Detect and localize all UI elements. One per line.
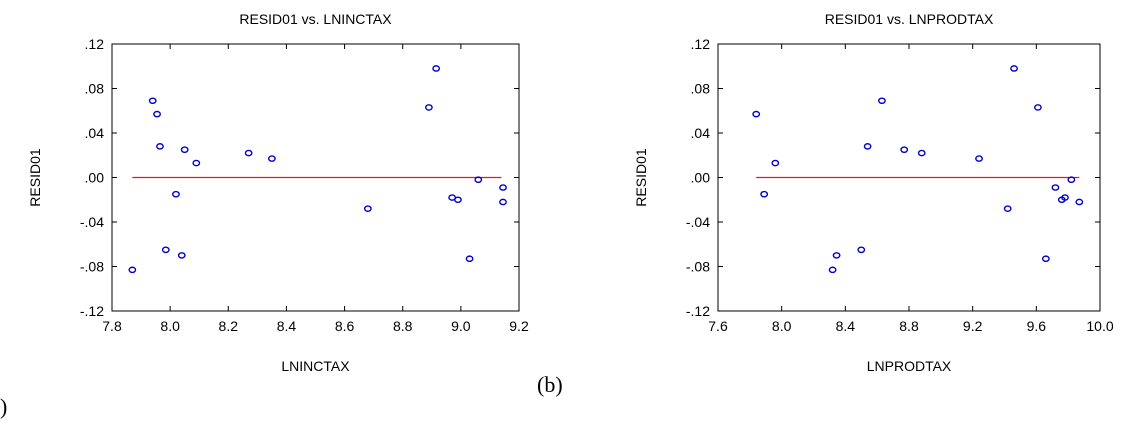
data-point — [156, 143, 164, 150]
data-point — [161, 246, 170, 254]
x-tick-label: 9.2 — [509, 318, 529, 334]
y-tick-label: -.12 — [686, 303, 710, 319]
caption-a: ) — [0, 394, 8, 419]
y-tick-label: .00 — [85, 170, 105, 186]
data-point — [499, 184, 507, 191]
data-point — [465, 255, 474, 263]
data-point — [1034, 104, 1042, 111]
x-tick-label: 8.4 — [836, 318, 856, 334]
y-tick-label: -.12 — [80, 303, 104, 319]
x-tick-label: 9.0 — [451, 318, 471, 334]
x-tick-label: 8.2 — [219, 318, 239, 334]
data-point — [760, 190, 769, 198]
data-point — [771, 159, 780, 167]
data-point — [975, 155, 983, 162]
data-point — [180, 146, 189, 153]
data-point — [432, 65, 441, 72]
data-point — [1051, 184, 1060, 191]
x-tick-label: 8.8 — [899, 318, 919, 334]
y-tick-label: -.04 — [80, 214, 104, 230]
x-axis-label: LNPRODTAX — [867, 358, 952, 374]
data-point — [474, 176, 483, 184]
chart-title: RESID01 vs. LNINCTAX — [239, 11, 392, 27]
y-axis-label: RESID01 — [633, 148, 649, 207]
x-tick-label: 9.2 — [963, 318, 983, 334]
x-tick-label: 10.0 — [1086, 318, 1113, 334]
y-tick-label: .00 — [691, 170, 711, 186]
chart-a: RESID01 vs. LNINCTAX .12 .08 .04 .00 -.04 -.08… — [27, 11, 529, 374]
data-point — [244, 149, 253, 157]
data-point — [832, 252, 841, 259]
y-tick-label: .12 — [691, 36, 711, 52]
y-tick-label: .08 — [85, 81, 105, 97]
y-tick-label: .04 — [85, 125, 105, 141]
data-point — [1010, 65, 1018, 72]
data-point — [177, 252, 186, 259]
x-tick-label: 7.8 — [102, 318, 122, 334]
data-point — [1067, 176, 1076, 184]
caption-b: (b) — [537, 372, 563, 397]
y-axis-label: RESID01 — [27, 148, 43, 207]
data-point — [900, 146, 909, 153]
x-tick-label: 8.6 — [335, 318, 355, 334]
x-tick-label: 8.0 — [772, 318, 792, 334]
data-point — [192, 159, 201, 167]
data-point — [828, 266, 837, 274]
data-point — [863, 143, 872, 150]
data-point — [1003, 205, 1012, 212]
data-point — [499, 198, 507, 206]
chart-title: RESID01 vs. LNPRODTAX — [825, 11, 994, 27]
x-tick-label: 8.8 — [393, 318, 413, 334]
y-tick-label: .08 — [691, 81, 711, 97]
x-tick-label: 8.4 — [277, 318, 297, 334]
x-tick-label: 7.6 — [708, 318, 728, 334]
y-tick-label: .12 — [85, 36, 105, 52]
data-point — [172, 190, 180, 198]
data-point — [424, 104, 433, 111]
data-point — [454, 196, 462, 204]
x-tick-label: 8.0 — [160, 318, 180, 334]
data-point — [1061, 194, 1069, 201]
y-tick-label: .04 — [691, 125, 711, 141]
data-point — [917, 149, 926, 157]
data-point — [752, 110, 761, 118]
y-tick-label: -.08 — [686, 259, 710, 275]
data-point — [153, 110, 161, 118]
data-point — [363, 205, 372, 212]
data-point — [857, 246, 866, 254]
x-axis-label: LNINCTAX — [281, 358, 350, 374]
x-tick-label: 9.6 — [1027, 318, 1047, 334]
data-point — [1075, 198, 1084, 206]
data-point — [267, 155, 276, 162]
y-tick-label: -.08 — [80, 259, 104, 275]
data-point — [128, 266, 137, 274]
data-point — [878, 97, 886, 105]
data-point — [1041, 255, 1050, 263]
y-tick-label: -.04 — [686, 214, 710, 230]
data-point — [148, 97, 157, 105]
chart-b: RESID01 vs. LNPRODTAX .12 .08 .04 .00 -.04 -.0… — [633, 11, 1114, 374]
